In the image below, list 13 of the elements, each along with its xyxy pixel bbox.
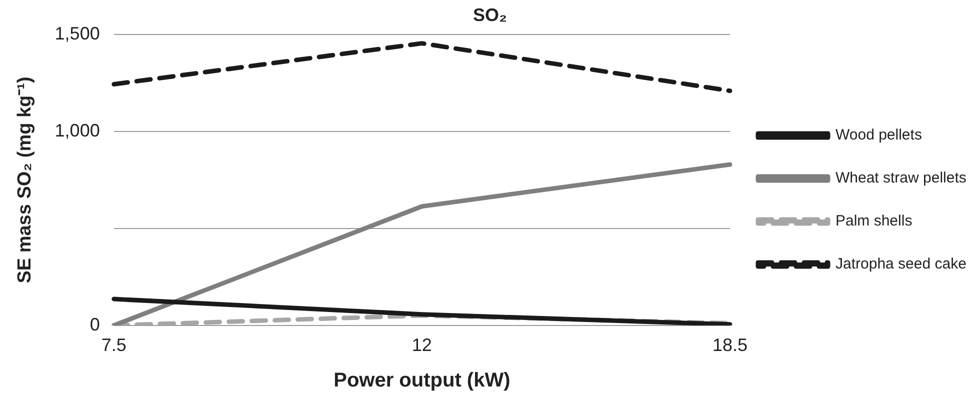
y-axis-title: SE mass SO₂ (mg kg⁻¹) bbox=[14, 76, 36, 284]
legend-label: Wheat straw pellets bbox=[836, 170, 966, 187]
y-tick-label: 1,000 bbox=[54, 120, 100, 140]
x-tick-label: 7.5 bbox=[101, 335, 126, 356]
legend-label: Jatropha seed cake bbox=[836, 256, 966, 273]
x-tick-label: 18.5 bbox=[712, 335, 748, 356]
x-axis-title: Power output (kW) bbox=[334, 370, 510, 392]
x-tick-label: 12 bbox=[412, 335, 432, 356]
y-tick-label: 1,500 bbox=[54, 24, 100, 44]
y-tick-label: 0 bbox=[90, 314, 100, 334]
chart-title: SO₂ bbox=[472, 4, 508, 25]
legend-label: Palm shells bbox=[836, 212, 912, 230]
legend-label: Wood pellets bbox=[836, 126, 922, 144]
